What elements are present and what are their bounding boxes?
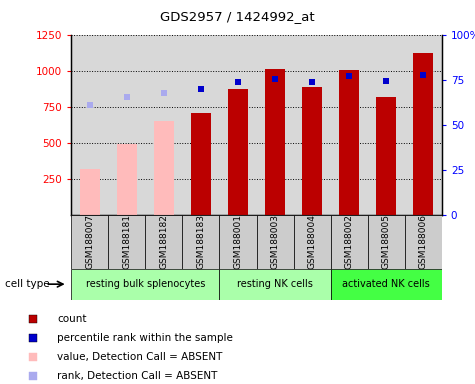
Bar (182, 215, 219, 269)
Bar (405, 215, 442, 269)
Bar (302, 86, 322, 215)
Bar (71, 269, 219, 300)
Text: GSM188005: GSM188005 (382, 214, 390, 270)
Text: GSM188183: GSM188183 (197, 214, 205, 270)
Text: cell type: cell type (5, 279, 49, 289)
Bar (265, 69, 285, 215)
Bar (154, 121, 174, 215)
Bar (413, 53, 433, 215)
Text: GSM188001: GSM188001 (234, 214, 242, 270)
Text: GSM188182: GSM188182 (160, 215, 168, 269)
Bar (339, 70, 359, 215)
Text: GSM188004: GSM188004 (308, 215, 316, 269)
Text: count: count (57, 314, 86, 324)
Text: GSM188006: GSM188006 (419, 214, 428, 270)
Bar (294, 215, 331, 269)
Text: activated NK cells: activated NK cells (342, 279, 430, 289)
Bar (145, 215, 182, 269)
Text: percentile rank within the sample: percentile rank within the sample (57, 333, 233, 343)
Text: rank, Detection Call = ABSENT: rank, Detection Call = ABSENT (57, 371, 218, 381)
Bar (80, 169, 100, 215)
Bar (108, 215, 145, 269)
Bar (71, 215, 108, 269)
Text: GDS2957 / 1424992_at: GDS2957 / 1424992_at (160, 10, 315, 23)
Text: resting bulk splenocytes: resting bulk splenocytes (86, 279, 205, 289)
Bar (191, 113, 211, 215)
Bar (368, 215, 405, 269)
Bar (376, 97, 396, 215)
Bar (117, 144, 137, 215)
Text: GSM188003: GSM188003 (271, 214, 279, 270)
Bar (256, 215, 294, 269)
Bar (219, 215, 256, 269)
Text: GSM188007: GSM188007 (86, 214, 94, 270)
Bar (331, 269, 442, 300)
Bar (331, 215, 368, 269)
Text: resting NK cells: resting NK cells (237, 279, 313, 289)
Bar (219, 269, 331, 300)
Bar (228, 89, 248, 215)
Text: value, Detection Call = ABSENT: value, Detection Call = ABSENT (57, 352, 222, 362)
Text: GSM188002: GSM188002 (345, 215, 353, 269)
Text: GSM188181: GSM188181 (123, 214, 131, 270)
